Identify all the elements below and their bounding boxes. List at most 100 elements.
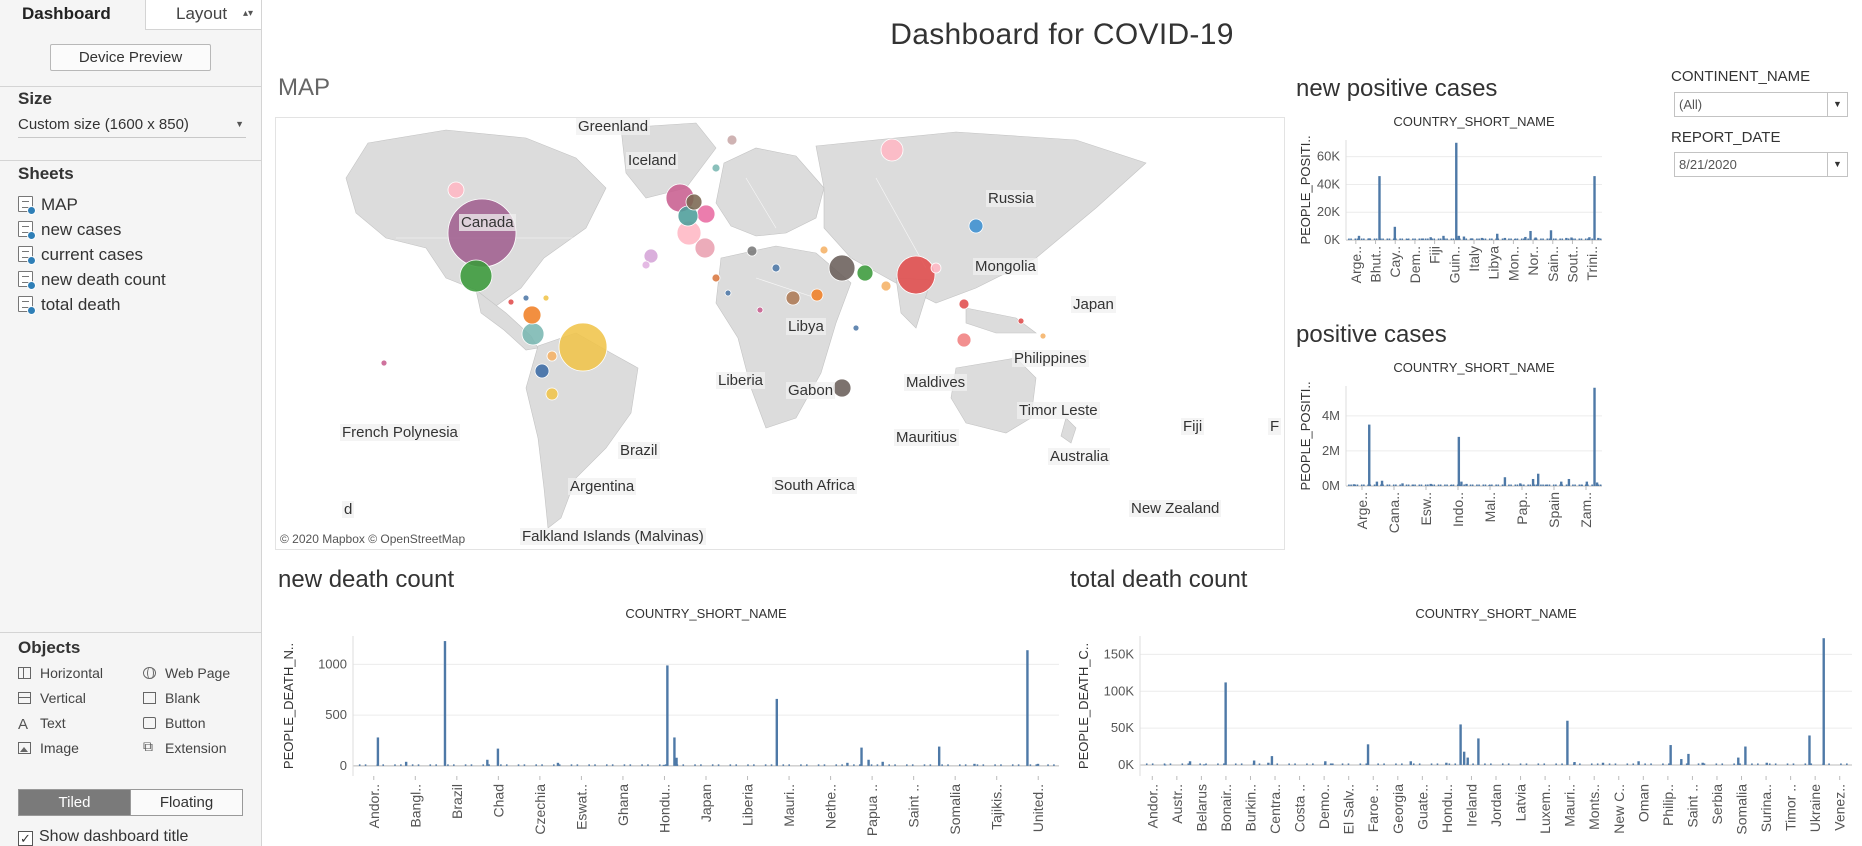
map-bubble[interactable] [930,262,942,274]
bar[interactable] [1737,757,1740,765]
bar[interactable] [775,698,778,766]
map-bubble[interactable] [546,350,558,362]
map-bubble[interactable] [819,245,829,255]
bar[interactable] [1503,477,1507,486]
map-bubble[interactable] [880,280,892,292]
map-bubble[interactable] [852,324,860,332]
bar[interactable] [1637,761,1640,765]
bar[interactable] [1442,235,1445,240]
bar[interactable] [1687,753,1690,765]
bar[interactable] [1188,761,1192,765]
new-positive-cases-chart[interactable]: COUNTRY_SHORT_NAME PEOPLE_POSITI.. 0K 20K 40… [1296,114,1666,314]
bar[interactable] [1560,481,1563,486]
bar[interactable] [1393,226,1397,240]
map-bubble[interactable] [711,163,721,173]
map-bubble[interactable] [968,218,984,234]
bar[interactable] [1459,724,1462,765]
map-bubble[interactable] [1039,332,1047,340]
bar[interactable] [1462,236,1466,240]
map-bubble[interactable] [643,248,659,264]
bar[interactable] [1445,762,1448,765]
bar[interactable] [1036,763,1040,766]
bar[interactable] [1503,237,1507,240]
map-bubble[interactable] [771,263,781,273]
bar[interactable] [1531,478,1535,486]
bar[interactable] [1701,762,1704,765]
bar[interactable] [1680,759,1683,765]
bar[interactable] [1380,480,1384,486]
bar[interactable] [1549,230,1553,240]
bar[interactable] [556,762,560,766]
map-bubble[interactable] [746,245,758,257]
bar[interactable] [1470,238,1473,240]
map-bubble[interactable] [958,298,970,310]
object-horizontal[interactable]: Horizontal [18,665,103,685]
positive-cases-chart[interactable]: COUNTRY_SHORT_NAME PEOPLE_POSITI.. 0M 2M 4M A… [1296,360,1666,560]
bar[interactable] [1593,176,1596,240]
bar[interactable] [1496,233,1499,240]
bar[interactable] [1421,238,1425,240]
tab-layout[interactable]: Layout ▴▾ [145,0,261,30]
map-bubble[interactable] [724,289,732,297]
bar[interactable] [1462,751,1466,765]
total-death-count-chart[interactable]: COUNTRY_SHORT_NAME PEOPLE_DEATH_C.. 0K 50K 1… [1070,606,1856,842]
object-text[interactable]: A Text [18,715,66,735]
size-select[interactable]: Custom size (1600 x 850) ▼ [18,116,246,138]
map-bubble[interactable] [522,294,530,302]
bar[interactable] [860,747,863,766]
bar[interactable] [1601,762,1605,765]
object-web-page[interactable]: Web Page [143,665,230,685]
map-bubble[interactable] [832,378,852,398]
map-bubble[interactable] [956,332,972,348]
map-bubble[interactable] [896,255,936,295]
object-image[interactable]: Image [18,740,79,760]
map-bubble[interactable] [542,294,550,302]
continent-filter-select[interactable]: (All) ▼ [1674,92,1848,117]
sheet-item-map[interactable]: MAP [18,195,78,219]
bar[interactable] [1544,484,1548,486]
bar[interactable] [1324,761,1327,765]
bar[interactable] [496,748,500,766]
bar[interactable] [1366,744,1370,765]
map-bubble[interactable] [694,237,716,259]
tab-dashboard[interactable]: Dashboard [0,0,145,30]
map-bubble[interactable] [507,298,515,306]
bar[interactable] [1460,481,1463,486]
bar[interactable] [1357,235,1361,240]
bar[interactable] [1580,484,1583,486]
map-bubble[interactable] [1017,317,1025,325]
bar[interactable] [1252,760,1256,765]
bar[interactable] [1026,650,1029,766]
bar[interactable] [443,641,447,766]
tiled-button[interactable]: Tiled [19,790,130,815]
bar[interactable] [1534,237,1537,241]
bar[interactable] [1429,237,1432,240]
map-bubble[interactable] [545,387,559,401]
sheet-item-current-cases[interactable]: current cases [18,245,143,269]
bar[interactable] [1270,756,1274,765]
map-bubble[interactable] [756,306,764,314]
map-bubble[interactable] [880,138,904,162]
bar[interactable] [1224,682,1227,765]
bar[interactable] [1368,424,1371,486]
bar[interactable] [1368,238,1371,240]
sheet-item-new-cases[interactable]: new cases [18,220,121,244]
bar[interactable] [673,737,676,766]
bar[interactable] [675,757,678,766]
bar[interactable] [1593,387,1596,486]
map-bubble[interactable] [856,264,874,282]
bar[interactable] [1513,238,1517,240]
bar[interactable] [1597,237,1600,240]
bar[interactable] [1524,236,1527,240]
bar[interactable] [1567,478,1571,486]
bar[interactable] [1488,484,1491,486]
bar[interactable] [1449,484,1453,486]
bar[interactable] [662,764,666,766]
new-death-count-chart[interactable]: COUNTRY_SHORT_NAME PEOPLE_DEATH_N.. 0 500 10… [275,606,1065,842]
bar[interactable] [1595,482,1599,486]
bar[interactable] [1765,762,1768,765]
bar[interactable] [376,737,380,766]
map-bubble[interactable] [521,322,545,346]
bar[interactable] [867,759,870,766]
bar[interactable] [1378,176,1381,240]
